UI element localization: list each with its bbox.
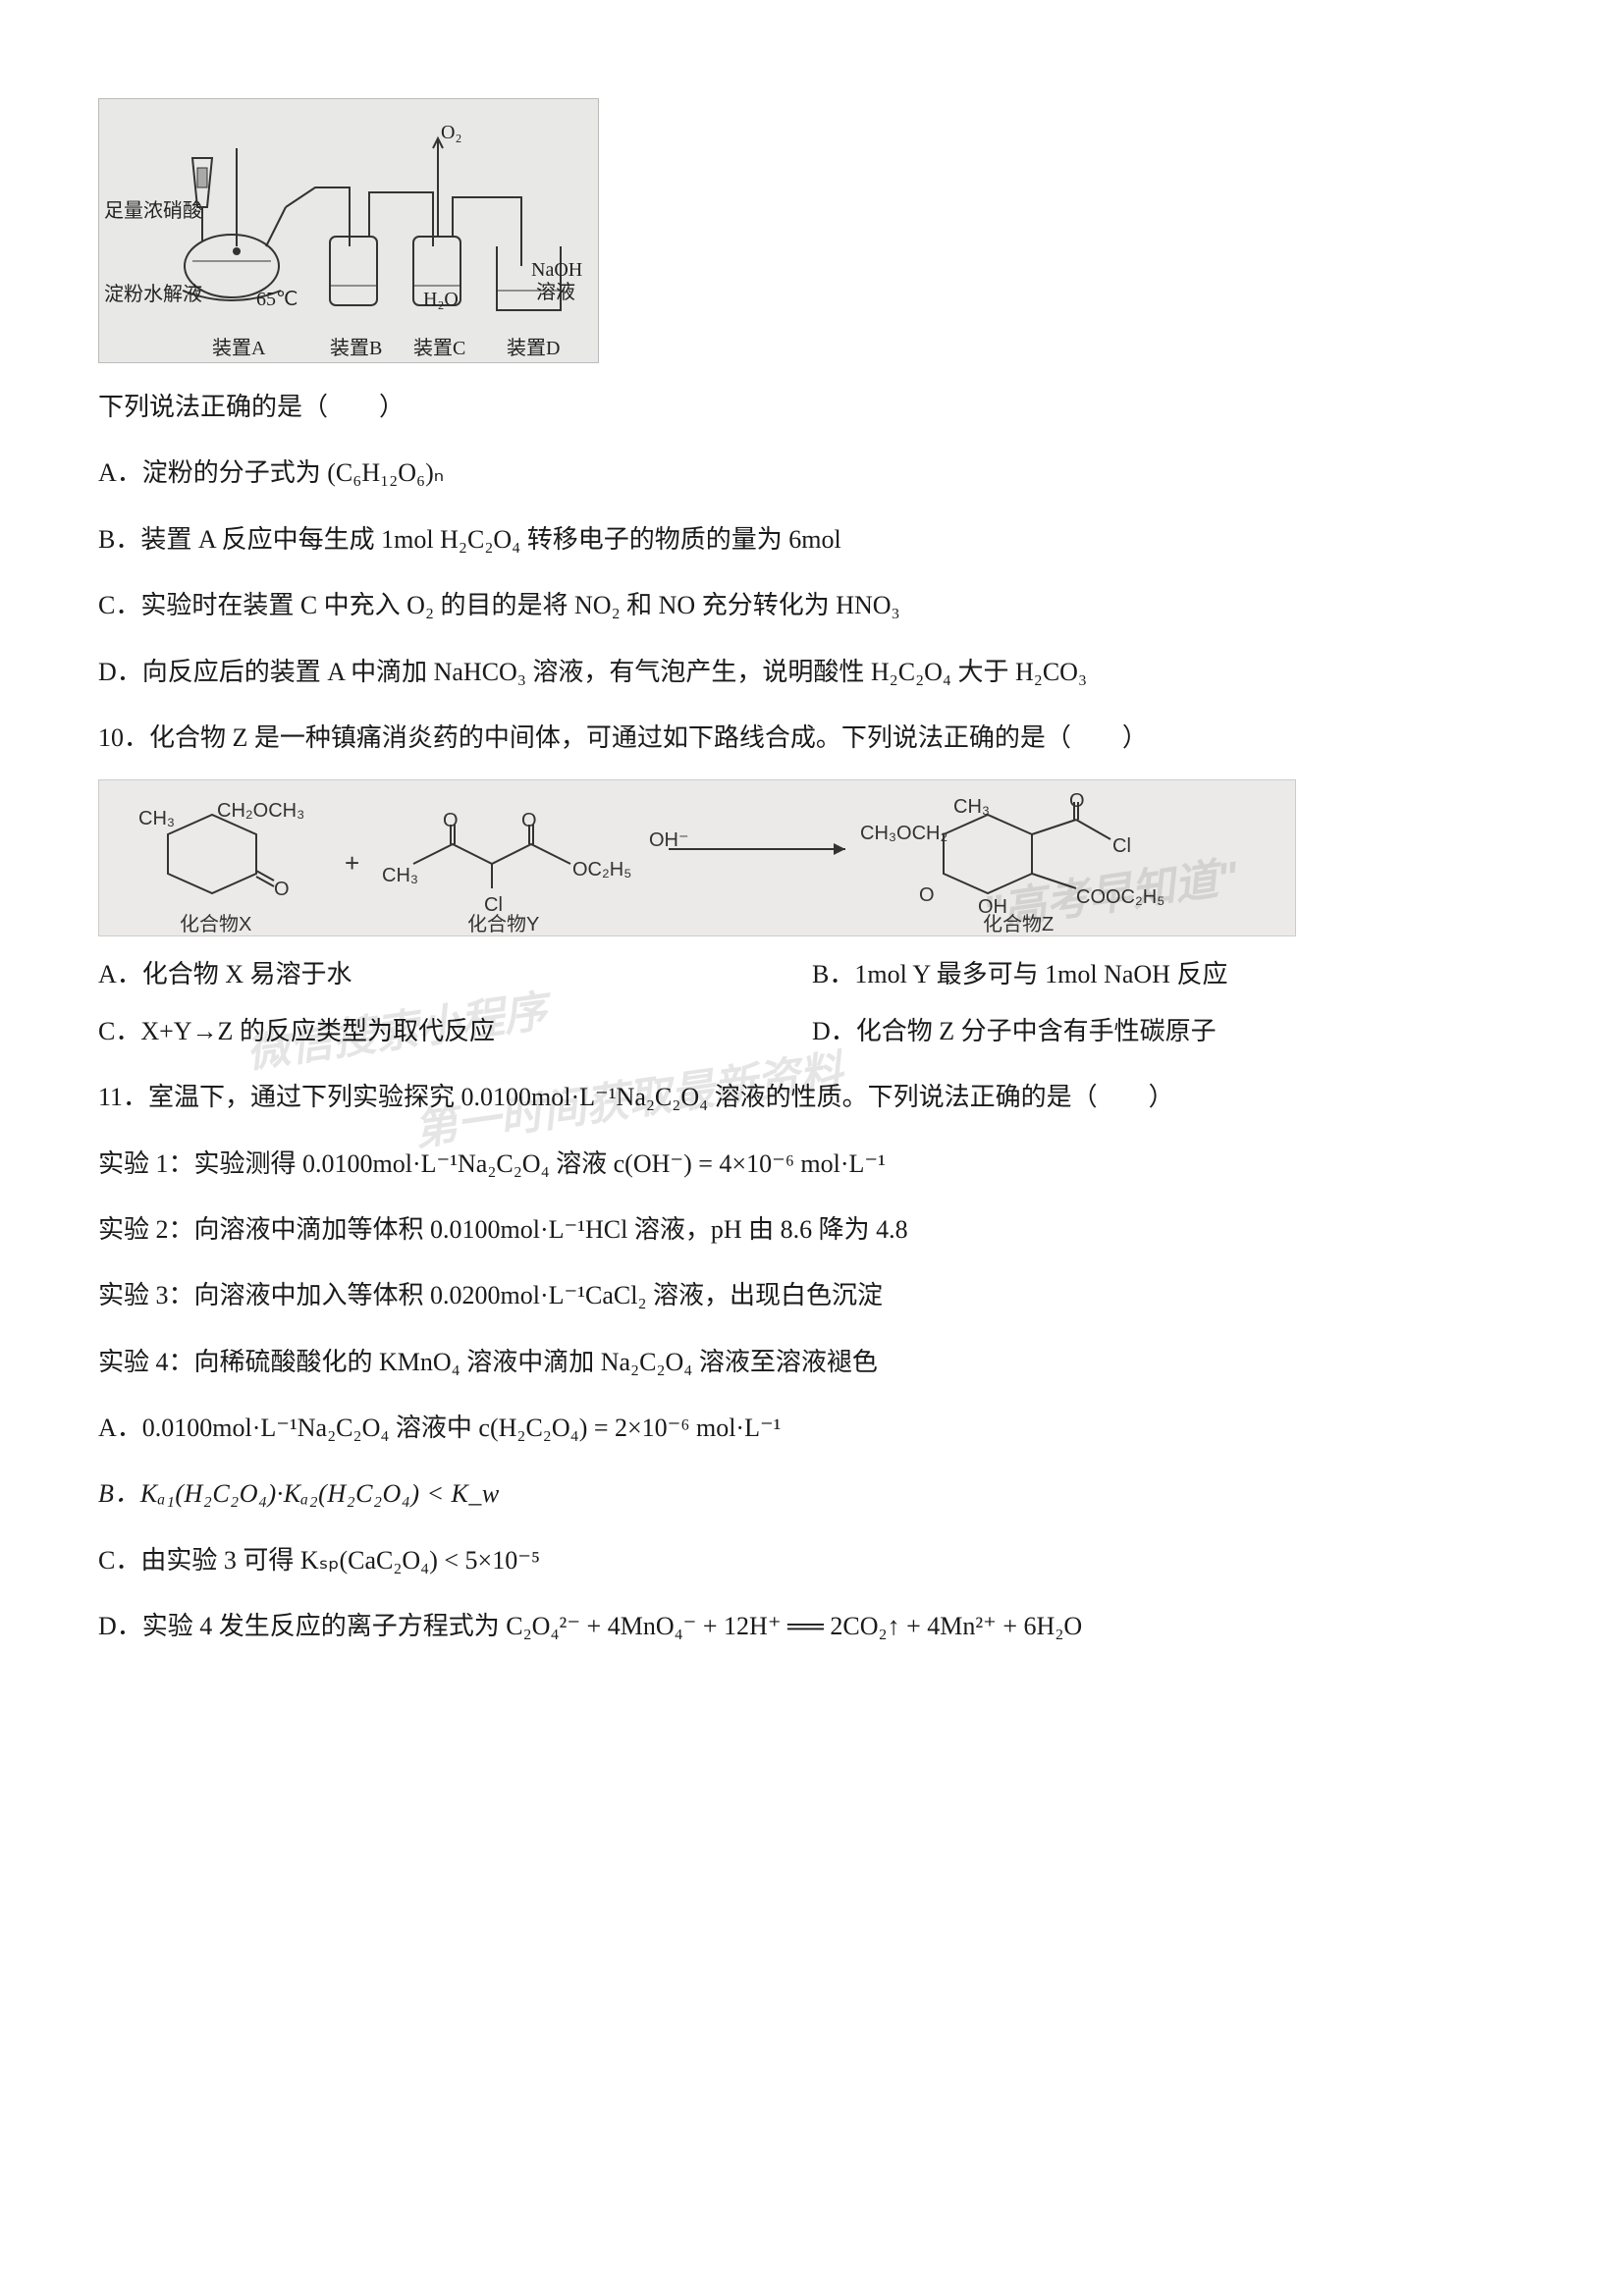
q11-option-b: B．Kₐ₁(H₂C₂O₄)·Kₐ₂(H₂C₂O₄) < K_w <box>98 1469 1526 1518</box>
z-o: O <box>1069 782 1085 820</box>
x-ch3: CH₃ <box>138 800 175 837</box>
device-a-label: 装置A <box>212 330 265 367</box>
q11-exp4: 实验 4：向稀硫酸酸化的 KMnO₄ 溶液中滴加 Na₂C₂O₄ 溶液至溶液褪色 <box>98 1338 1526 1386</box>
q10-option-b: B．1mol Y 最多可与 1mol NaOH 反应 <box>812 950 1526 998</box>
device-b-label: 装置B <box>330 330 382 367</box>
z-label: 化合物Z <box>983 906 1054 943</box>
plus-sign: + <box>345 839 359 887</box>
q10-option-c: C．X+Y→Z 的反应类型为取代反应 <box>98 1007 812 1055</box>
temp-label: 65℃ <box>256 281 298 318</box>
q11-option-a: A．0.0100mol·L⁻¹Na₂C₂O₄ 溶液中 c(H₂C₂O₄) = 2… <box>98 1404 1526 1452</box>
z-cl: Cl <box>1112 828 1131 865</box>
apparatus-svg <box>99 99 600 364</box>
q9-option-a: A．淀粉的分子式为 (C₆H₁₂O₆)ₙ <box>98 449 1526 497</box>
z-ch3och2: CH₃OCH₂ <box>860 815 947 852</box>
q11-option-c: C．由实验 3 可得 Kₛₚ(CaC₂O₄) < 5×10⁻⁵ <box>98 1536 1526 1584</box>
q11-option-d: D．实验 4 发生反应的离子方程式为 C₂O₄²⁻ + 4MnO₄⁻ + 12H… <box>98 1602 1526 1650</box>
q11-stem: 11．室温下，通过下列实验探究 0.0100mol·L⁻¹Na₂C₂O₄ 溶液的… <box>98 1073 1526 1121</box>
x-label: 化合物X <box>180 906 251 943</box>
o2-label: O₂ <box>441 114 461 151</box>
apparatus-diagram: O₂ 足量浓硝酸 淀粉水解液 65℃ H₂O NaOH 溶液 装置A 装置B 装… <box>98 98 599 363</box>
q9-option-d: D．向反应后的装置 A 中滴加 NaHCO₃ 溶液，有气泡产生，说明酸性 H₂C… <box>98 648 1526 696</box>
reaction-diagram: CH₃ CH₂OCH₃ O 化合物X + CH₃ O O OC₂H₅ Cl 化合… <box>98 779 1296 936</box>
ohminus: OH⁻ <box>649 822 689 859</box>
q11-exp2: 实验 2：向溶液中滴加等体积 0.0100mol·L⁻¹HCl 溶液，pH 由 … <box>98 1205 1526 1254</box>
q9-option-c: C．实验时在装置 C 中充入 O₂ 的目的是将 NO₂ 和 NO 充分转化为 H… <box>98 581 1526 629</box>
y-o2: O <box>521 802 537 839</box>
q10-option-d: D．化合物 Z 分子中含有手性碳原子 <box>812 1007 1526 1055</box>
q10-stem: 10．化合物 Z 是一种镇痛消炎药的中间体，可通过如下路线合成。下列说法正确的是… <box>98 714 1526 762</box>
device-d-label: 装置D <box>507 330 560 367</box>
z-o2: O <box>919 877 935 914</box>
y-oc2h5: OC₂H₅ <box>572 851 631 888</box>
x-ch2och3: CH₂OCH₃ <box>217 792 304 829</box>
acid-label: 足量浓硝酸 <box>104 192 202 230</box>
y-ch3: CH₃ <box>382 857 418 894</box>
z-ch3: CH₃ <box>953 788 990 826</box>
q11-exp3: 实验 3：向溶液中加入等体积 0.0200mol·L⁻¹CaCl₂ 溶液，出现白… <box>98 1271 1526 1319</box>
q9-option-b: B．装置 A 反应中每生成 1mol H₂C₂O₄ 转移电子的物质的量为 6mo… <box>98 515 1526 563</box>
x-o: O <box>274 871 290 908</box>
naoh-label-bot: 溶液 <box>536 274 575 311</box>
device-c-label: 装置C <box>413 330 465 367</box>
y-o1: O <box>443 802 459 839</box>
z-cooc2h5: COOC₂H₅ <box>1076 879 1164 916</box>
q9-prompt: 下列说法正确的是（ ） <box>98 383 1526 431</box>
starch-label: 淀粉水解液 <box>104 276 202 313</box>
q10-option-a: A．化合物 X 易溶于水 <box>98 950 812 998</box>
y-label: 化合物Y <box>467 906 539 943</box>
h2o-label: H₂O <box>423 281 459 318</box>
q11-exp1: 实验 1：实验测得 0.0100mol·L⁻¹Na₂C₂O₄ 溶液 c(OH⁻)… <box>98 1140 1526 1188</box>
